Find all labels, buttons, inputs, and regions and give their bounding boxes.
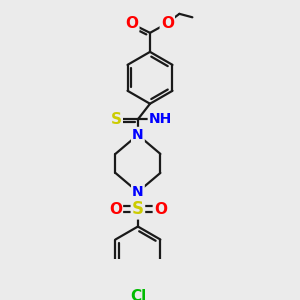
Text: S: S <box>132 200 144 218</box>
Text: N: N <box>132 185 144 199</box>
Text: Cl: Cl <box>130 289 146 300</box>
Text: S: S <box>111 112 122 127</box>
Text: NH: NH <box>149 112 172 126</box>
Text: O: O <box>109 202 122 217</box>
Text: O: O <box>125 16 138 31</box>
Text: N: N <box>132 128 144 142</box>
Text: O: O <box>161 16 174 31</box>
Text: O: O <box>154 202 167 217</box>
